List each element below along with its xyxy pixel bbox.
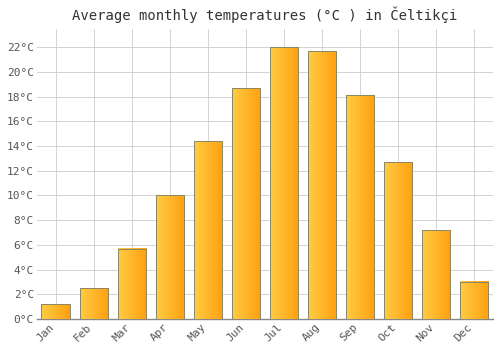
- Bar: [80, 288, 108, 319]
- Bar: [270, 47, 298, 319]
- Bar: [308, 51, 336, 319]
- Bar: [80, 288, 108, 319]
- Bar: [422, 230, 450, 319]
- Bar: [118, 248, 146, 319]
- Bar: [156, 195, 184, 319]
- Bar: [194, 141, 222, 319]
- Bar: [118, 248, 146, 319]
- Bar: [232, 88, 260, 319]
- Bar: [384, 162, 412, 319]
- Bar: [384, 162, 412, 319]
- Bar: [42, 304, 70, 319]
- Bar: [308, 51, 336, 319]
- Bar: [460, 282, 488, 319]
- Bar: [460, 282, 488, 319]
- Bar: [194, 141, 222, 319]
- Bar: [346, 96, 374, 319]
- Bar: [422, 230, 450, 319]
- Title: Average monthly temperatures (°C ) in Čeltikçi: Average monthly temperatures (°C ) in Če…: [72, 7, 458, 23]
- Bar: [42, 304, 70, 319]
- Bar: [346, 96, 374, 319]
- Bar: [270, 47, 298, 319]
- Bar: [156, 195, 184, 319]
- Bar: [232, 88, 260, 319]
